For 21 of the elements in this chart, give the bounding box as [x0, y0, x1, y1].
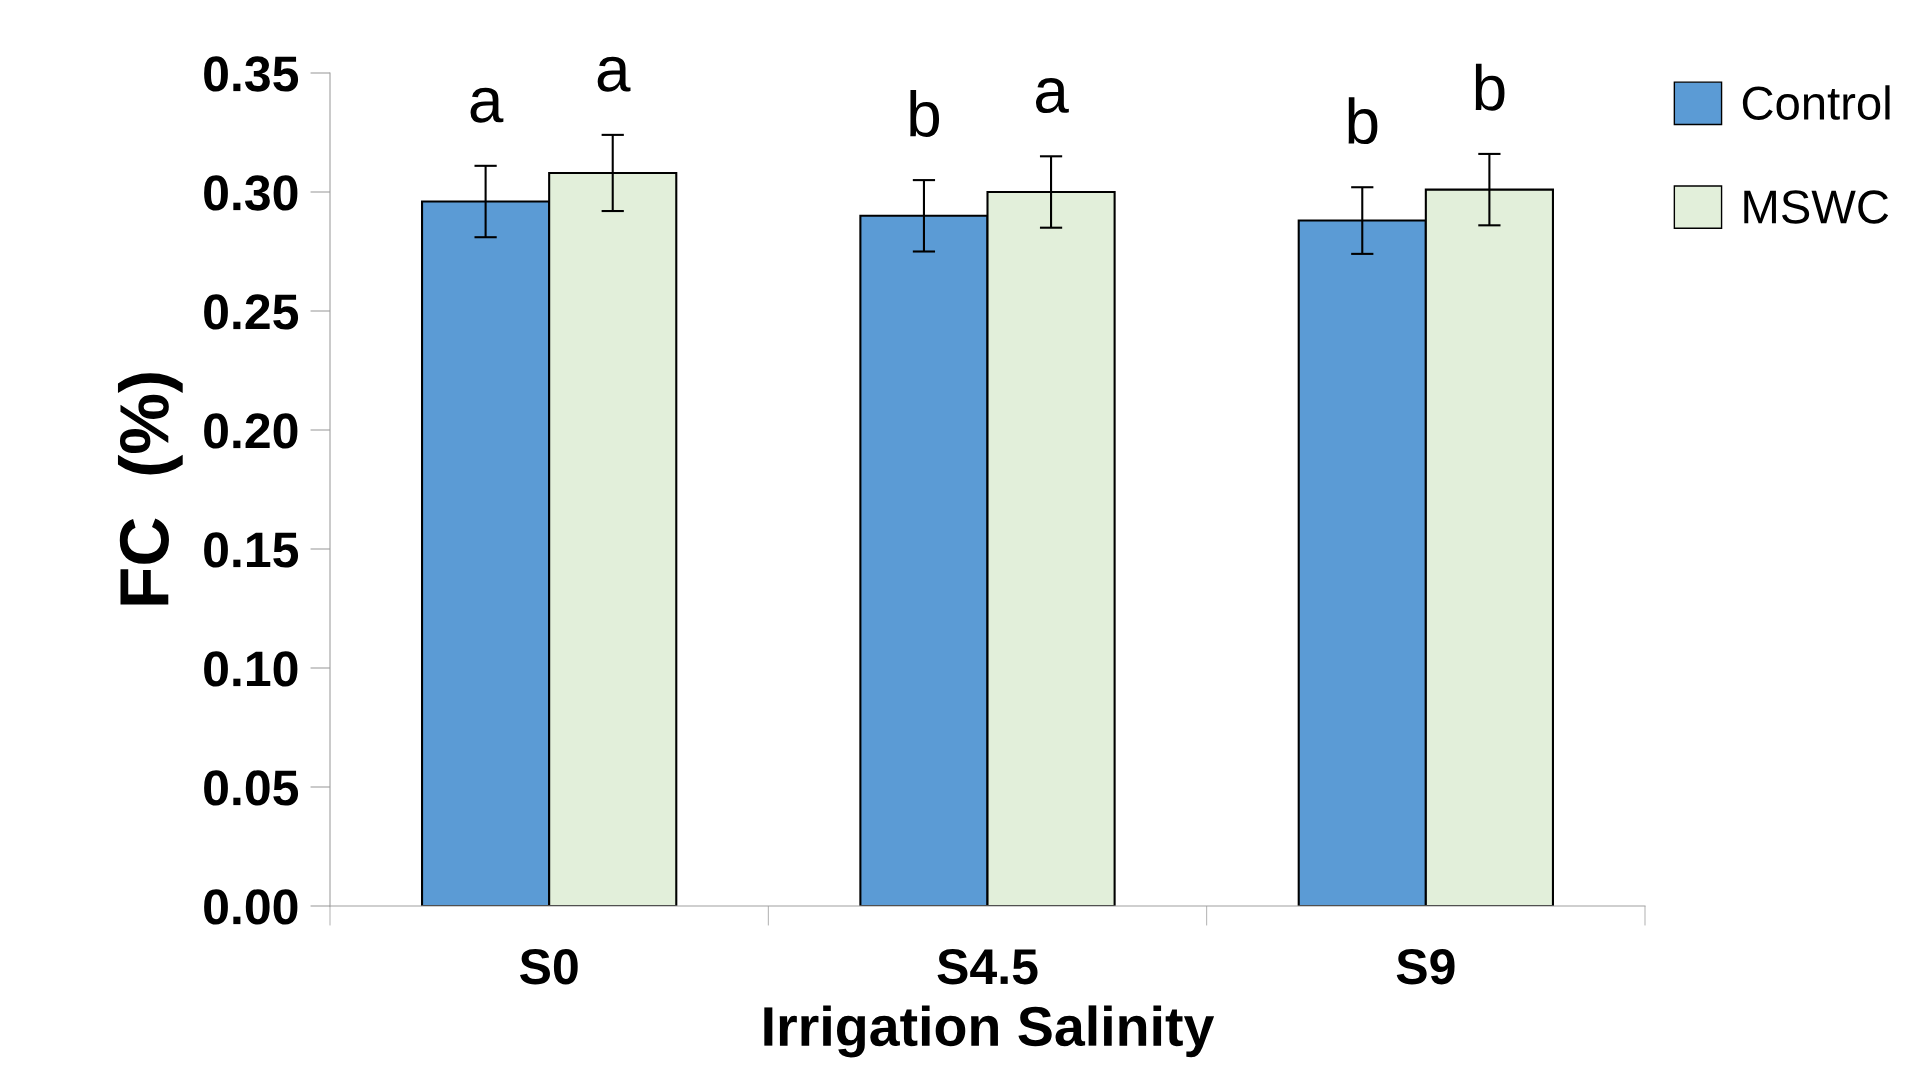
annotation: b	[1475, 63, 1505, 111]
annotation: b	[910, 89, 940, 137]
y-tick-label: 0.05	[204, 770, 299, 806]
annotation: a	[597, 56, 631, 92]
legend-label: Control	[1742, 85, 1890, 120]
y-axis-title: FC (%)	[117, 373, 183, 605]
x-tick-label: S0	[520, 948, 578, 985]
annotation: b	[1348, 97, 1378, 145]
y-tick-label: 0.10	[204, 651, 298, 687]
y-tick-label: 0.25	[204, 294, 299, 330]
y-tick-label: 0.00	[204, 889, 298, 925]
x-tick-label: S4.5	[937, 948, 1038, 985]
y-tick-label: 0.30	[204, 175, 298, 211]
y-tick-label: 0.15	[204, 532, 299, 568]
annotation: a	[470, 87, 504, 123]
annotation: a	[1036, 78, 1069, 114]
y-tick-label: 0.35	[204, 56, 299, 92]
y-tick-label: 0.20	[204, 413, 298, 449]
legend-label: MSWC	[1744, 190, 1889, 224]
x-axis-title: Irrigation Salinity	[764, 1005, 1215, 1058]
x-tick-label: S9	[1396, 948, 1455, 985]
